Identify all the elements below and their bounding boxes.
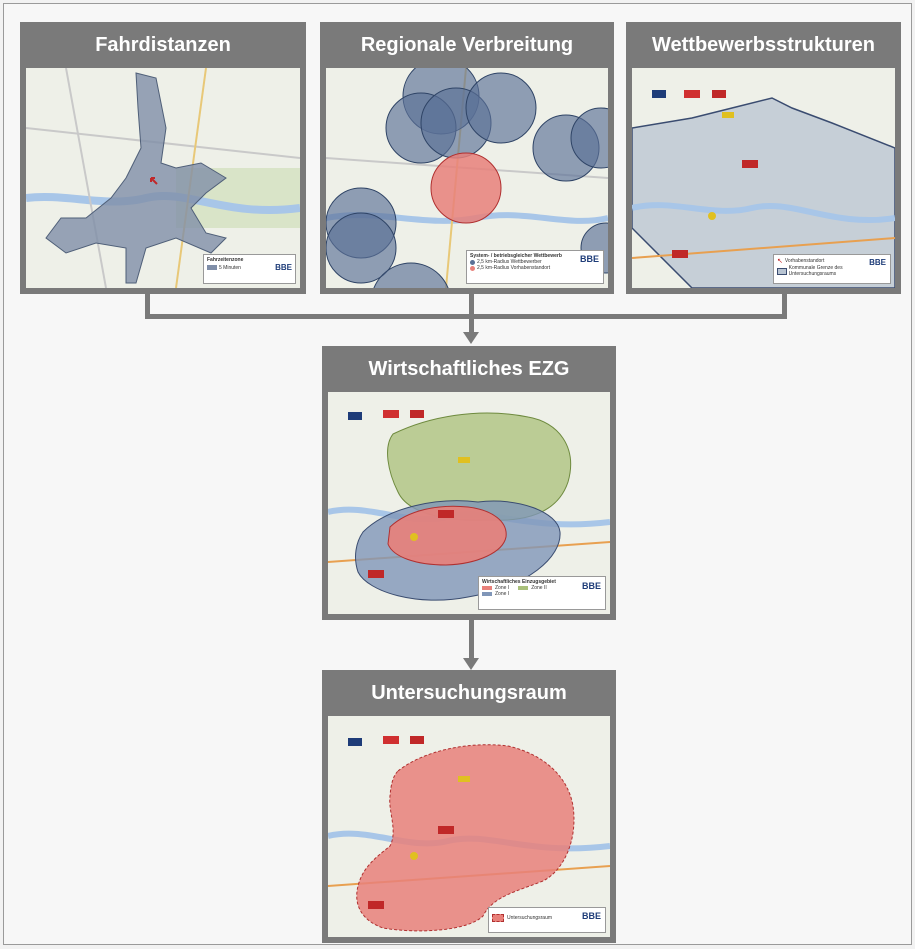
map-legend: Wirtschaftliches Einzugsgebiet Zone I Zo… [478,576,606,610]
legend-swatch [207,265,217,270]
brand-logo: BBE [275,263,292,272]
legend-zone: Zone I [495,591,510,597]
legend-item: 5 Minuten [219,264,241,271]
panel-untersuchungsraum: Untersuchungsraum Untersuchungsraum BBE [322,670,616,943]
legend-item: 2,5 km-Radius Wettbewerber [477,259,542,265]
connector-middle-vertical [469,620,474,660]
panel-wirtschaftliches-ezg: Wirtschaftliches EZG Wirtschaftliches Ei… [322,346,616,620]
legend-swatch-green [518,586,529,590]
connector-center-vertical [469,294,474,334]
legend-swatch-red [470,265,475,271]
map-fahrdistanzen: Fahrzeitenzone 5 Minuten BBE [26,68,300,288]
map-wettbewerb: ↖ Vorhabenstandort Kommunale Grenze des … [632,68,895,288]
brand-logo: BBE [869,258,886,267]
legend-swatch [777,267,787,275]
panel-title: Wettbewerbsstrukturen [651,33,875,56]
arrow-down-icon [463,332,479,344]
map-legend: Fahrzeitenzone 5 Minuten BBE [203,254,296,284]
connector-horizontal [145,314,787,319]
legend-swatch-red [482,586,492,590]
legend-title: Fahrzeitenzone [207,257,244,263]
panel-wettbewerbsstrukturen: Wettbewerbsstrukturen ↖ Vorhabenstandort… [626,22,901,294]
panel-regionale-verbreitung: Regionale Verbreitung System- / betri [320,22,614,294]
legend-item: Kommunale Grenze des Untersuchungsraums [788,265,843,277]
legend-swatch-red [492,914,504,922]
map-legend: ↖ Vorhabenstandort Kommunale Grenze des … [773,254,891,284]
legend-swatch-blue [470,259,475,265]
map-legend: System- / betriebsgleicher Wettbewerb 2,… [466,250,604,284]
map-regionale: System- / betriebsgleicher Wettbewerb 2,… [326,68,608,288]
brand-logo: BBE [581,911,601,921]
legend-zone: Zone II [531,585,547,591]
legend-item: Untersuchungsraum [507,915,553,921]
connector-right-vertical [782,294,787,318]
panel-fahrdistanzen: Fahrdistanzen Fahrzeitenzone 5 Minuten B… [20,22,306,294]
map-legend: Untersuchungsraum BBE [488,907,606,933]
panel-title: Regionale Verbreitung [360,33,574,56]
arrow-down-icon [463,658,479,670]
map-ezg: Wirtschaftliches Einzugsgebiet Zone I Zo… [328,392,610,614]
panel-title: Wirtschaftliches EZG [368,357,570,380]
brand-logo: BBE [579,254,599,264]
legend-zone: Zone I [495,585,510,591]
map-image [26,68,300,288]
legend-item: Vorhabenstandort [784,258,825,264]
map-untersuchung: Untersuchungsraum BBE [328,716,610,937]
legend-swatch-blue [482,592,492,596]
panel-title: Untersuchungsraum [371,681,567,704]
map-image [632,68,895,288]
map-image [328,716,610,937]
brand-logo: BBE [581,581,601,591]
connector-left-vertical [145,294,150,318]
legend-title: System- / betriebsgleicher Wettbewerb [470,253,562,259]
legend-title: Wirtschaftliches Einzugsgebiet [482,579,556,585]
arrow-icon: ↖ [777,258,783,265]
panel-title: Fahrdistanzen [95,33,231,56]
legend-item: 2,5 km-Radius Vorhabenstandort [477,265,551,271]
